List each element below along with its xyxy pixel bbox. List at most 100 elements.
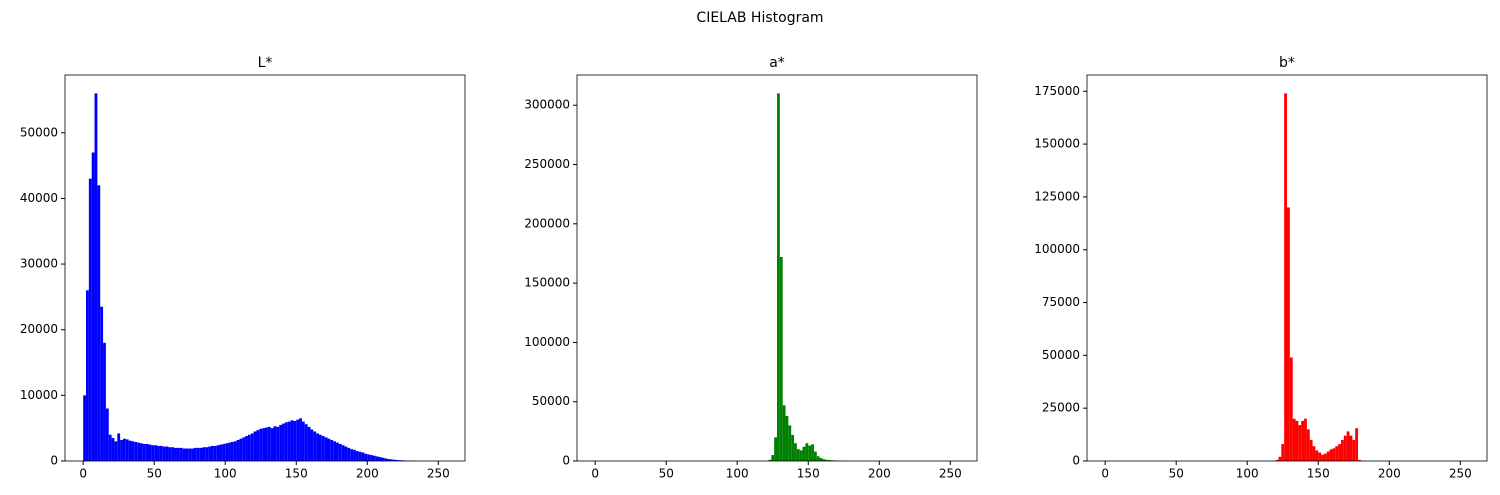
bar: [364, 453, 368, 461]
bar: [1343, 435, 1347, 461]
bar: [799, 450, 803, 461]
bar: [390, 459, 393, 461]
bar: [318, 434, 322, 461]
y-tick-label: 20000: [20, 322, 58, 336]
bar: [216, 445, 220, 461]
bar: [1346, 431, 1350, 461]
x-tick-label: 150: [797, 467, 820, 481]
bar: [1323, 453, 1327, 461]
bar: [1312, 446, 1316, 461]
bar: [338, 443, 342, 461]
panel-title: a*: [769, 55, 785, 71]
bar: [791, 434, 795, 461]
bar: [310, 429, 314, 461]
bar: [1287, 207, 1290, 461]
bar: [145, 443, 149, 461]
bar: [267, 426, 271, 461]
x-tick-label: 0: [1101, 467, 1109, 481]
bar: [202, 447, 206, 461]
bar: [1338, 444, 1341, 461]
bar: [108, 434, 112, 461]
bar: [179, 447, 183, 461]
bar: [86, 290, 89, 461]
bar: [176, 447, 180, 461]
bar: [103, 342, 106, 461]
bar: [293, 420, 297, 461]
bar: [162, 446, 166, 461]
bar: [802, 446, 806, 461]
y-tick-label: 175000: [1034, 84, 1080, 98]
bar: [211, 445, 214, 461]
bar: [788, 425, 792, 461]
bar: [822, 459, 826, 461]
bar: [1326, 451, 1330, 461]
bar: [375, 456, 379, 461]
bar: [159, 445, 163, 461]
panel: a* 0 50 100 150 200 250 0 50000 100000 150000 20000…: [524, 55, 978, 481]
bar: [100, 306, 104, 461]
bar: [782, 405, 786, 461]
bar: [1275, 459, 1279, 461]
bar: [344, 446, 348, 461]
bar: [188, 448, 192, 461]
bar: [372, 455, 376, 461]
bar: [247, 434, 251, 461]
bar: [813, 451, 817, 461]
bar: [777, 93, 780, 461]
bar: [120, 439, 123, 461]
bar: [168, 447, 172, 461]
bar: [117, 433, 121, 461]
bar: [1355, 428, 1359, 461]
bar: [97, 185, 101, 462]
panel: L* 0 50 100 150 200 250 0 10000 20000 30000 40000 50…: [20, 55, 466, 481]
bar: [122, 438, 126, 461]
bar: [1340, 439, 1344, 461]
y-tick-label: 0: [562, 454, 570, 468]
bar: [182, 448, 186, 461]
bar: [1329, 449, 1333, 461]
bar: [296, 419, 300, 461]
bar: [157, 445, 160, 461]
bar: [395, 460, 399, 461]
bar: [213, 445, 217, 461]
bar: [242, 437, 246, 461]
bar: [341, 445, 345, 461]
bar: [774, 437, 777, 461]
y-tick-label: 250000: [524, 157, 570, 171]
bar: [228, 442, 231, 461]
bar: [828, 460, 831, 461]
bar: [1284, 93, 1287, 461]
bar: [279, 424, 283, 461]
bar: [222, 443, 226, 461]
bar: [808, 445, 812, 461]
y-tick-label: 150000: [1034, 137, 1080, 151]
bar: [253, 431, 257, 461]
y-tick-label: 30000: [20, 257, 58, 271]
bar: [290, 420, 294, 461]
bar: [387, 459, 390, 461]
x-tick-label: 200: [1378, 467, 1401, 481]
bar: [367, 454, 371, 461]
axes-frame: [1086, 74, 1488, 462]
panel-title: b*: [1279, 55, 1295, 71]
bar: [236, 439, 240, 461]
bar: [137, 442, 140, 461]
bar: [355, 451, 359, 461]
bar: [171, 447, 175, 461]
bar: [327, 438, 331, 461]
bar: [225, 443, 229, 461]
bar: [1335, 446, 1339, 461]
figure-title: CIELAB Histogram: [696, 10, 823, 26]
bar: [154, 445, 158, 461]
bar: [313, 431, 317, 461]
bar: [361, 452, 365, 461]
bar: [1304, 418, 1307, 461]
bar: [316, 433, 319, 461]
bar: [140, 443, 143, 461]
bar: [1318, 452, 1322, 461]
bar: [304, 424, 308, 461]
bar: [1278, 456, 1282, 461]
bar: [1321, 454, 1324, 461]
x-tick-label: 50: [1169, 467, 1184, 481]
bar: [321, 436, 325, 461]
